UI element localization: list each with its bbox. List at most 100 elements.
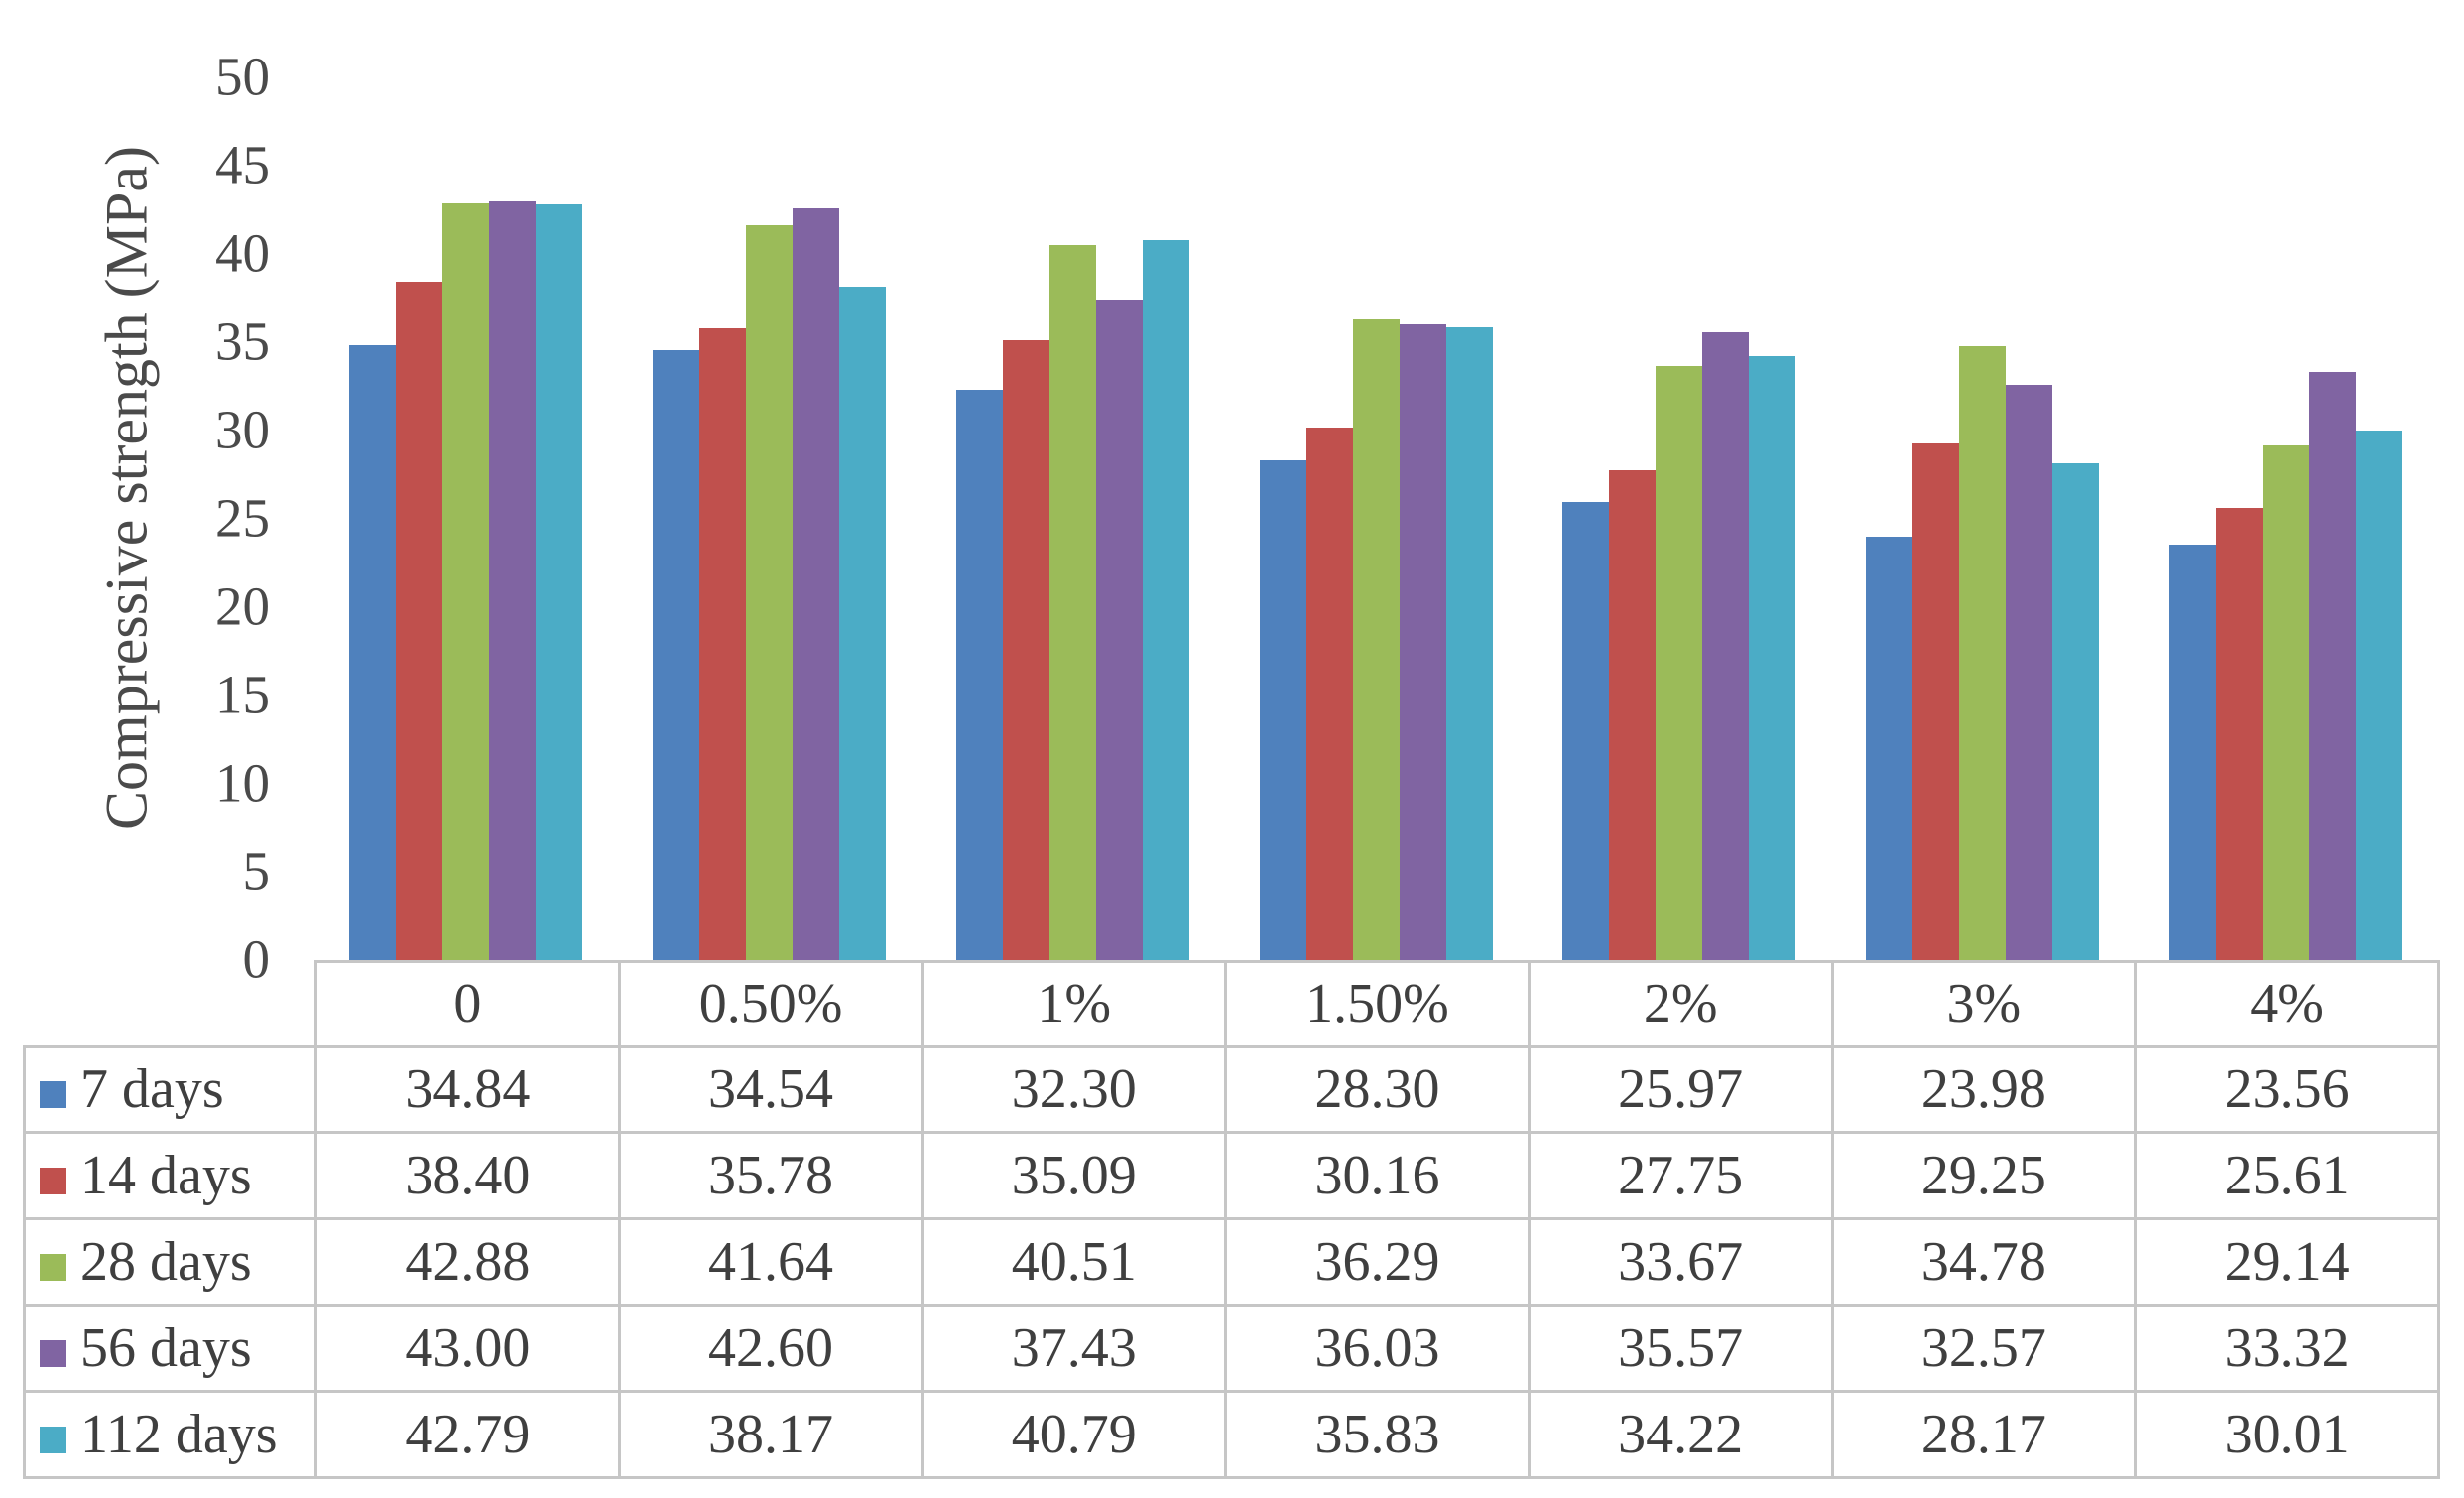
y-tick-label: 50 — [215, 46, 270, 107]
table-value-cell: 30.16 — [1224, 1131, 1531, 1220]
table-header-cell: 1% — [921, 960, 1228, 1048]
table-value-cell: 35.78 — [617, 1131, 924, 1220]
legend-swatch-icon — [40, 1427, 66, 1453]
y-tick-label: 0 — [242, 929, 271, 990]
bar-14-days-0.50% — [699, 328, 747, 960]
y-tick-label: 25 — [215, 487, 270, 549]
bar-7-days-4% — [2168, 544, 2216, 960]
table-value-cell: 42.79 — [314, 1390, 621, 1479]
table-value-cell: 42.60 — [617, 1304, 924, 1393]
table-header-cell: 0 — [314, 960, 621, 1048]
bar-56-days-4% — [2308, 371, 2356, 960]
bar-28-days-4% — [2262, 445, 2309, 960]
legend-label: 14 days — [80, 1145, 252, 1206]
table-value-cell: 30.01 — [2134, 1390, 2440, 1479]
bar-14-days-1.50% — [1305, 428, 1353, 960]
bar-28-days-1.50% — [1352, 319, 1400, 960]
bar-112-days-4% — [2355, 430, 2402, 960]
bar-7-days-1.50% — [1259, 460, 1306, 960]
table-value-cell: 28.17 — [1830, 1390, 2138, 1479]
bar-7-days-2% — [1562, 501, 1610, 960]
bar-112-days-1.50% — [1445, 327, 1493, 960]
table-value-cell: 25.97 — [1527, 1045, 1834, 1134]
table-value-cell: 33.32 — [2134, 1304, 2440, 1393]
table-row-28-days: 28 days 42.88 41.64 40.51 36.29 33.67 34.78 29.… — [23, 1217, 2440, 1307]
y-tick-label: 10 — [215, 752, 270, 813]
table-value-cell: 29.14 — [2134, 1217, 2440, 1307]
table-value-cell: 29.25 — [1830, 1131, 2138, 1220]
legend-cell: 56 days — [23, 1304, 317, 1393]
bar-112-days-2% — [1749, 355, 1796, 960]
table-value-cell: 28.30 — [1224, 1045, 1531, 1134]
bar-28-days-2% — [1656, 365, 1703, 960]
legend-swatch-icon — [40, 1254, 66, 1281]
y-tick-label: 40 — [215, 222, 270, 284]
bar-56-days-0.50% — [793, 207, 840, 960]
bar-7-days-3% — [1865, 537, 1912, 960]
bar-7-days-0.50% — [653, 350, 700, 960]
table-header-cell: 1.50% — [1224, 960, 1531, 1048]
table-value-cell: 33.67 — [1527, 1217, 1834, 1307]
y-tick-label: 35 — [215, 311, 270, 372]
table-value-cell: 41.64 — [617, 1217, 924, 1307]
table-value-cell: 37.43 — [921, 1304, 1228, 1393]
bar-112-days-0 — [536, 204, 583, 960]
table-row-112-days: 112 days 42.79 38.17 40.79 35.83 34.22 28.17 30… — [23, 1390, 2440, 1479]
legend-cell: 112 days — [23, 1390, 317, 1479]
bar-28-days-1% — [1048, 244, 1096, 960]
y-tick-label: 5 — [242, 840, 271, 902]
legend-cell: 14 days — [23, 1131, 317, 1220]
bar-112-days-3% — [2051, 462, 2099, 960]
y-tick-label: 15 — [215, 664, 270, 725]
table-row-14-days: 14 days 38.40 35.78 35.09 30.16 27.75 29.25 25.… — [23, 1131, 2440, 1220]
table-value-cell: 34.54 — [617, 1045, 924, 1134]
table-value-cell: 43.00 — [314, 1304, 621, 1393]
table-value-cell: 23.98 — [1830, 1045, 2138, 1134]
table-value-cell: 34.22 — [1527, 1390, 1834, 1479]
legend-swatch-icon — [40, 1168, 66, 1194]
table-header-row: 0 0.50% 1% 1.50% 2% 3% 4% — [25, 960, 2440, 1048]
data-table: 0 0.50% 1% 1.50% 2% 3% 4% 7 days 34.84 34.54 32.30… — [23, 960, 2440, 1479]
table-value-cell: 32.57 — [1830, 1304, 2138, 1393]
plot-area — [314, 77, 2437, 960]
bar-14-days-2% — [1609, 470, 1657, 960]
bar-28-days-0.50% — [746, 224, 794, 960]
bar-14-days-4% — [2215, 508, 2263, 960]
y-tick-label: 45 — [215, 134, 270, 195]
table-value-cell: 40.79 — [921, 1390, 1228, 1479]
legend-label: 112 days — [80, 1404, 278, 1465]
legend-cell: 7 days — [23, 1045, 317, 1134]
table-value-cell: 34.78 — [1830, 1217, 2138, 1307]
table-header-cell: 4% — [2134, 960, 2440, 1048]
table-value-cell: 35.83 — [1224, 1390, 1531, 1479]
bar-112-days-1% — [1142, 239, 1189, 960]
legend-label: 7 days — [80, 1059, 224, 1120]
y-tick-label: 30 — [215, 399, 270, 460]
table-value-cell: 35.09 — [921, 1131, 1228, 1220]
legend-swatch-icon — [40, 1340, 66, 1367]
table-value-cell: 42.88 — [314, 1217, 621, 1307]
bar-28-days-0 — [442, 202, 490, 960]
bar-14-days-3% — [1911, 443, 1959, 960]
bar-7-days-0 — [349, 344, 397, 960]
bar-56-days-2% — [1702, 331, 1750, 960]
table-blank-corner — [25, 962, 316, 1047]
table-header-cell: 3% — [1830, 960, 2138, 1048]
table-value-cell: 36.29 — [1224, 1217, 1531, 1307]
table-value-cell: 32.30 — [921, 1045, 1228, 1134]
bar-56-days-1% — [1095, 299, 1143, 960]
y-tick-label: 20 — [215, 575, 270, 637]
bar-14-days-1% — [1002, 340, 1049, 960]
table-row-56-days: 56 days 43.00 42.60 37.43 36.03 35.57 32.57 33.… — [23, 1304, 2440, 1393]
table-value-cell: 23.56 — [2134, 1045, 2440, 1134]
table-value-cell: 25.61 — [2134, 1131, 2440, 1220]
bar-7-days-1% — [955, 390, 1003, 960]
table-value-cell: 34.84 — [314, 1045, 621, 1134]
bar-56-days-1.50% — [1399, 323, 1446, 960]
table-value-cell: 38.17 — [617, 1390, 924, 1479]
legend-label: 56 days — [80, 1317, 252, 1379]
legend-label: 28 days — [80, 1231, 252, 1293]
bar-112-days-0.50% — [839, 286, 887, 960]
legend-cell: 28 days — [23, 1217, 317, 1307]
